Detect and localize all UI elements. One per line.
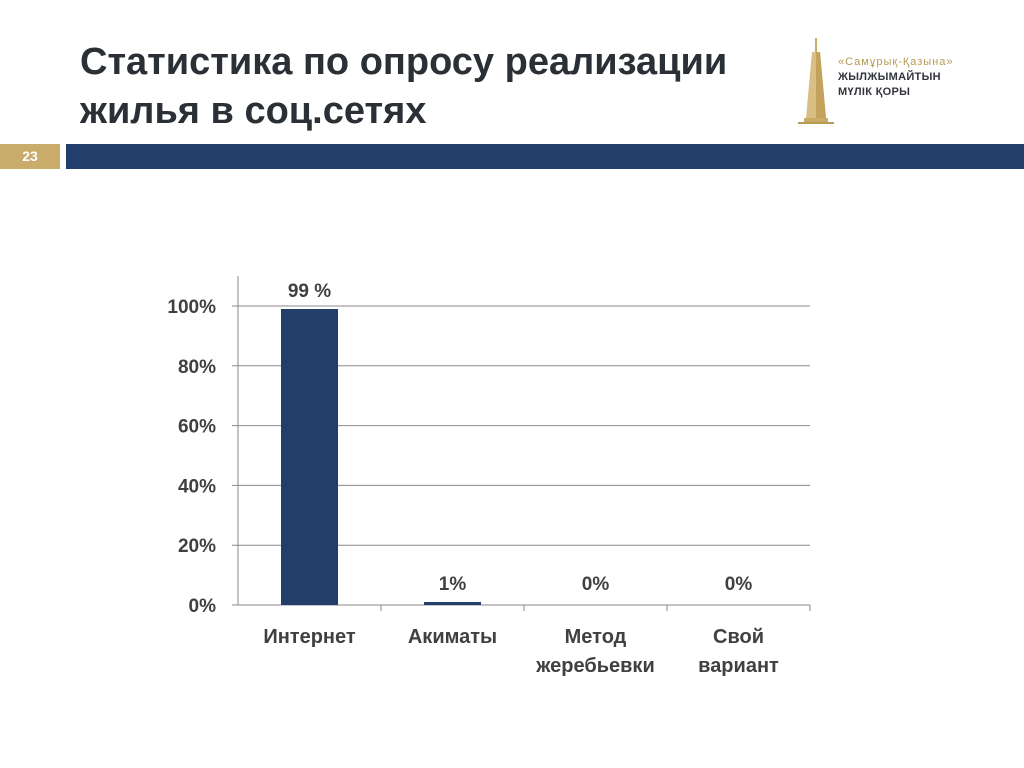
bar — [281, 308, 338, 605]
y-tick-label: 20% — [178, 536, 216, 557]
category-label: Акиматы — [408, 626, 497, 648]
company-logo: «Самұрық-Қазына» ЖЫЛЖЫМАЙТЫН МҮЛІК ҚОРЫ — [796, 38, 976, 124]
category-label: вариант — [698, 655, 779, 677]
slide-number: 23 — [0, 144, 60, 169]
logo-line-1: «Самұрық-Қазына» — [838, 56, 954, 68]
category-label: Интернет — [263, 626, 356, 648]
category-label: жеребьевки — [535, 655, 655, 677]
y-tick-label: 0% — [189, 596, 217, 617]
title-line-1: Статистика по опросу реализации — [80, 41, 728, 83]
bar — [424, 602, 481, 605]
logo-line-3: МҮЛІК ҚОРЫ — [838, 86, 911, 98]
tower-icon — [798, 38, 834, 124]
category-label: Метод — [565, 626, 627, 648]
title-line-2: жилья в соц.сетях — [80, 90, 427, 132]
y-tick-label: 80% — [178, 357, 216, 378]
category-label: Свой — [713, 626, 764, 648]
data-label: 99 % — [288, 281, 331, 302]
data-label: 1% — [439, 574, 467, 595]
data-label: 0% — [725, 574, 753, 595]
y-tick-label: 60% — [178, 417, 216, 438]
data-label: 0% — [582, 574, 610, 595]
logo-line-2: ЖЫЛЖЫМАЙТЫН — [838, 71, 941, 83]
slide-title: Статистика по опросу реализации жилья в … — [80, 38, 780, 136]
header-banner — [66, 144, 1024, 169]
y-tick-label: 100% — [167, 297, 216, 318]
y-tick-label: 40% — [178, 476, 216, 497]
